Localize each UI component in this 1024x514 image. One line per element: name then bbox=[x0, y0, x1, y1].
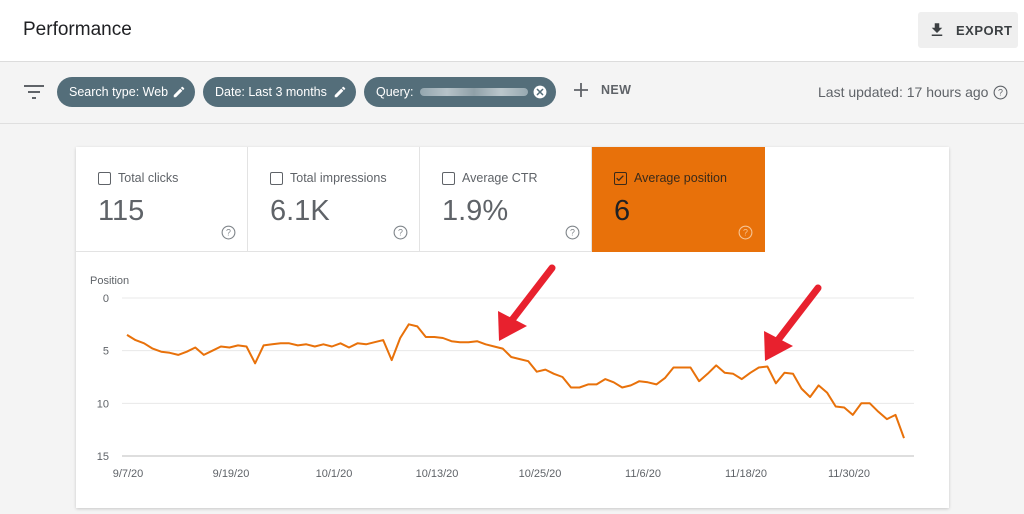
help-icon[interactable]: ? bbox=[565, 225, 580, 240]
checkbox[interactable] bbox=[270, 171, 283, 185]
y-tick-label: 0 bbox=[103, 293, 109, 305]
performance-card: Total clicks 115 ? Total impressions 6.1… bbox=[76, 147, 949, 508]
page-title: Performance bbox=[23, 19, 132, 40]
chip-query[interactable]: Query: bbox=[364, 77, 556, 107]
chart-y-axis-label: Position bbox=[90, 275, 130, 287]
help-icon[interactable]: ? bbox=[393, 225, 408, 240]
edit-icon[interactable] bbox=[333, 85, 347, 99]
metric-value: 115 bbox=[98, 195, 145, 227]
plus-icon bbox=[574, 83, 588, 97]
metric-average-ctr[interactable]: Average CTR 1.9% ? bbox=[420, 147, 592, 252]
filter-bar: Search type: Web Date: Last 3 months Que… bbox=[0, 62, 1024, 124]
chip-date-label: Date: Last 3 months bbox=[215, 85, 327, 99]
x-tick-label: 9/19/20 bbox=[213, 468, 250, 480]
y-tick-label: 10 bbox=[97, 398, 109, 410]
svg-text:?: ? bbox=[998, 87, 1003, 97]
metric-average-position[interactable]: Average position 6 ? bbox=[592, 147, 765, 252]
chip-query-label: Query: bbox=[376, 85, 414, 99]
last-updated-text: Last updated: 17 hours ago bbox=[818, 84, 989, 100]
help-icon[interactable]: ? bbox=[738, 225, 753, 240]
edit-icon[interactable] bbox=[172, 85, 186, 99]
metric-label: Average position bbox=[634, 171, 727, 185]
checkbox-checked[interactable] bbox=[614, 171, 627, 185]
svg-text:?: ? bbox=[398, 228, 403, 238]
metric-total-clicks[interactable]: Total clicks 115 ? bbox=[76, 147, 248, 252]
new-filter-button[interactable]: NEW bbox=[572, 81, 631, 99]
metric-total-impressions[interactable]: Total impressions 6.1K ? bbox=[248, 147, 420, 252]
y-tick-label: 5 bbox=[103, 346, 109, 358]
metric-label: Total impressions bbox=[290, 171, 387, 185]
export-button[interactable]: EXPORT bbox=[918, 12, 1018, 48]
metric-value: 6 bbox=[614, 195, 631, 227]
y-tick-label: 15 bbox=[97, 451, 109, 463]
metric-label: Total clicks bbox=[118, 171, 179, 185]
svg-text:?: ? bbox=[226, 228, 231, 238]
series-line-average-position[interactable] bbox=[126, 323, 905, 439]
chip-date[interactable]: Date: Last 3 months bbox=[203, 77, 356, 107]
filter-icon[interactable] bbox=[24, 84, 44, 100]
metric-value: 1.9% bbox=[442, 195, 509, 227]
x-tick-label: 11/6/20 bbox=[625, 468, 661, 480]
checkbox[interactable] bbox=[98, 171, 111, 185]
clear-icon[interactable] bbox=[533, 85, 547, 99]
export-label: EXPORT bbox=[956, 22, 1013, 38]
svg-text:?: ? bbox=[743, 228, 748, 238]
svg-text:?: ? bbox=[570, 228, 575, 238]
x-tick-label: 11/18/20 bbox=[725, 468, 767, 480]
checkbox[interactable] bbox=[442, 171, 455, 185]
download-icon bbox=[931, 23, 943, 36]
last-updated: Last updated: 17 hours ago ? bbox=[818, 84, 1008, 100]
redacted-query bbox=[419, 88, 528, 96]
x-tick-label: 11/30/20 bbox=[828, 468, 870, 480]
chip-search-type-label: Search type: Web bbox=[69, 85, 169, 99]
app-header: Performance EXPORT bbox=[0, 0, 1024, 62]
position-line-chart: 0 5 10 15 9/7/20 9/19/20 10/1/20 10/13/20 10/25/… bbox=[97, 293, 914, 480]
check-icon bbox=[616, 174, 624, 181]
metric-label: Average CTR bbox=[462, 171, 538, 185]
help-icon[interactable]: ? bbox=[993, 85, 1008, 100]
help-icon[interactable]: ? bbox=[221, 225, 236, 240]
new-filter-label: NEW bbox=[601, 83, 632, 97]
x-tick-label: 10/25/20 bbox=[519, 468, 562, 480]
metric-value: 6.1K bbox=[270, 195, 330, 227]
x-tick-label: 9/7/20 bbox=[113, 468, 144, 480]
chip-search-type[interactable]: Search type: Web bbox=[57, 77, 195, 107]
x-tick-label: 10/13/20 bbox=[416, 468, 459, 480]
x-tick-label: 10/1/20 bbox=[316, 468, 353, 480]
